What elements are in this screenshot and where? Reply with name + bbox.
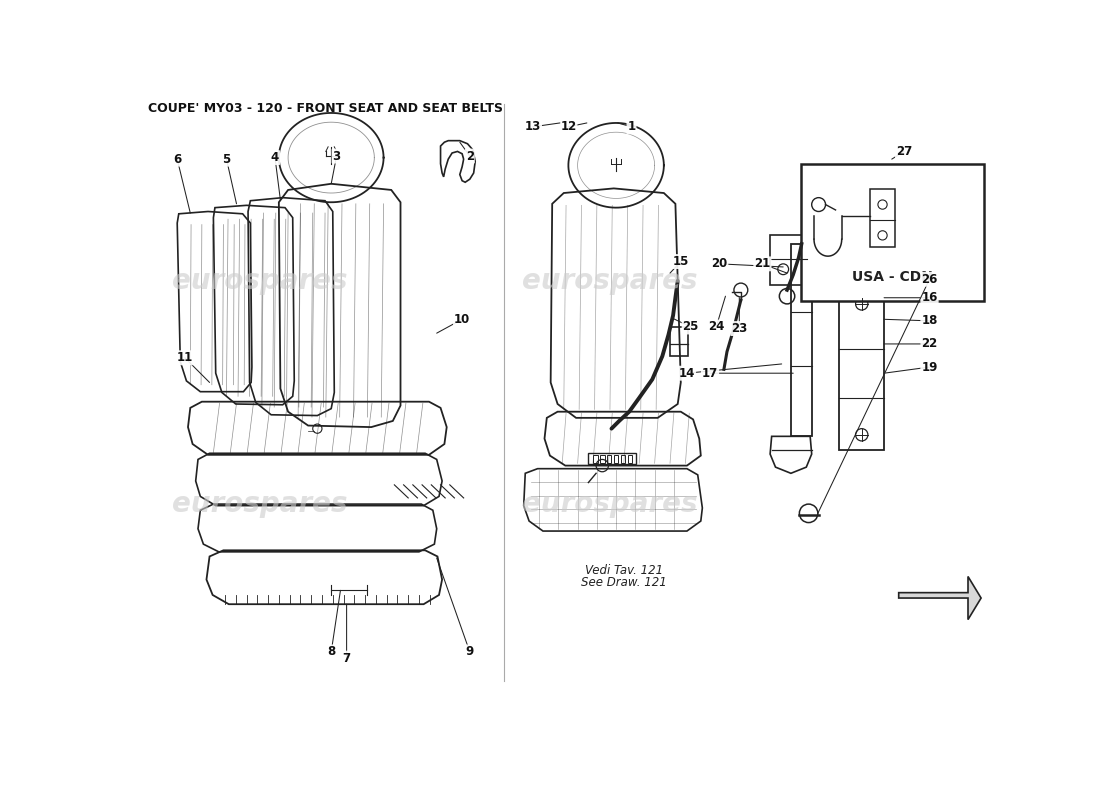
Bar xyxy=(614,455,618,462)
Text: 4: 4 xyxy=(271,151,279,164)
Text: 5: 5 xyxy=(222,153,231,166)
Text: 9: 9 xyxy=(465,646,474,658)
Text: 23: 23 xyxy=(732,322,747,335)
Text: 7: 7 xyxy=(342,651,351,665)
Text: See Draw. 121: See Draw. 121 xyxy=(581,576,667,589)
Text: 20: 20 xyxy=(712,258,727,270)
Bar xyxy=(801,164,984,301)
Bar xyxy=(791,244,813,436)
Text: 19: 19 xyxy=(922,361,937,374)
Bar xyxy=(593,455,597,462)
Bar xyxy=(839,289,884,450)
Bar xyxy=(770,234,807,285)
Bar xyxy=(620,455,625,462)
Text: eurospares: eurospares xyxy=(172,267,348,295)
Text: 24: 24 xyxy=(708,321,725,334)
Text: 21: 21 xyxy=(755,258,770,270)
Text: eurospares: eurospares xyxy=(522,267,697,295)
Text: 12: 12 xyxy=(560,120,576,134)
Text: COUPE' MY03 - 120 - FRONT SEAT AND SEAT BELTS: COUPE' MY03 - 120 - FRONT SEAT AND SEAT … xyxy=(147,102,503,115)
Bar xyxy=(600,455,605,462)
Text: 11: 11 xyxy=(177,351,192,364)
Text: 18: 18 xyxy=(922,314,937,327)
Text: 14: 14 xyxy=(679,366,695,380)
Text: 17: 17 xyxy=(702,366,718,380)
Bar xyxy=(628,455,632,462)
Bar xyxy=(870,189,895,247)
Text: 13: 13 xyxy=(525,120,541,134)
Text: Vedi Tav. 121: Vedi Tav. 121 xyxy=(585,564,663,577)
Text: USA - CDN: USA - CDN xyxy=(852,270,933,284)
Text: eurospares: eurospares xyxy=(522,490,697,518)
Text: 27: 27 xyxy=(896,145,912,158)
Text: 25: 25 xyxy=(683,321,698,334)
Text: 6: 6 xyxy=(173,153,182,166)
Text: 3: 3 xyxy=(332,150,341,162)
Text: 2: 2 xyxy=(465,150,474,162)
Text: eurospares: eurospares xyxy=(172,490,348,518)
Bar xyxy=(607,455,612,462)
Bar xyxy=(670,327,689,356)
Text: 22: 22 xyxy=(922,338,937,350)
Text: 26: 26 xyxy=(922,273,937,286)
Text: 8: 8 xyxy=(327,646,336,658)
Text: 1: 1 xyxy=(627,120,636,134)
Text: 10: 10 xyxy=(454,313,470,326)
Text: 15: 15 xyxy=(672,255,689,268)
Text: 16: 16 xyxy=(922,291,937,304)
Polygon shape xyxy=(899,577,981,619)
Bar xyxy=(588,454,636,464)
